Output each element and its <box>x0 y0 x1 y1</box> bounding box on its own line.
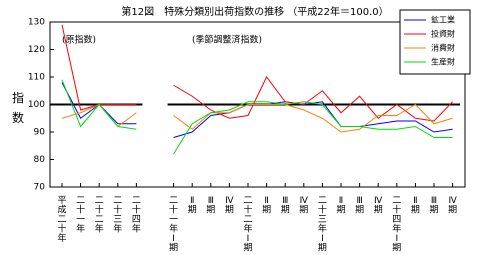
y-tick-label: 80 <box>34 155 46 165</box>
y-tick-label: 90 <box>34 128 46 138</box>
panel-label: (季節調整済指数) <box>192 34 262 46</box>
y-tick-label: 130 <box>28 18 45 28</box>
legend-label: 消費財 <box>431 43 455 53</box>
x-tick-label: 二十四年 Ⅰ 期 <box>392 196 401 254</box>
series-line <box>61 79 453 155</box>
y-tick-label: 120 <box>28 45 45 55</box>
x-tick-label: 二十二年 <box>95 196 104 235</box>
panel-label: (原指数) <box>62 34 96 46</box>
x-tick-label: 平成二十年 <box>57 195 66 244</box>
y-tick-label: 70 <box>34 183 46 193</box>
legend-box <box>399 9 471 75</box>
x-tick-label: 二十二年 Ⅰ 期 <box>243 196 252 254</box>
x-tick-label: 二十三年 <box>113 196 122 235</box>
y-tick-label: 100 <box>28 100 45 110</box>
x-tick-label: 二十三年 Ⅰ 期 <box>318 196 327 254</box>
legend-label: 投資財 <box>431 29 455 39</box>
y-axis-label: 指数 <box>12 90 24 125</box>
legend-label: 鉱工業 <box>431 15 455 25</box>
series-line <box>61 103 453 133</box>
x-tick-label: 二十一年 <box>76 196 85 235</box>
x-tick-label: 二十一年 Ⅰ 期 <box>169 196 178 254</box>
chart-title: 第12図 特殊分類別出荷指数の推移 （平成22年＝100.0） <box>121 5 388 18</box>
y-tick-label: 110 <box>28 73 45 83</box>
x-tick-label: 二十四年 <box>132 196 141 235</box>
legend-label: 生産財 <box>431 57 455 67</box>
